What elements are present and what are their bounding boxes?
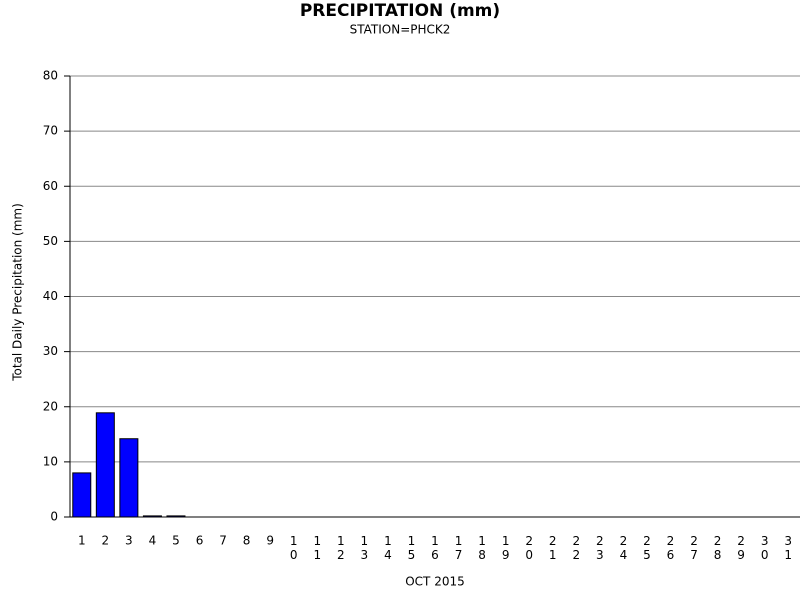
y-tick-label: 0 [50,510,58,524]
y-tick-label: 10 [43,454,58,468]
y-tick-label: 40 [43,289,58,303]
x-axis-label: OCT 2015 [405,575,465,589]
x-tick-label: 8 [243,534,251,548]
x-tick-label: 2 [102,534,110,548]
y-axis-label: Total Daily Precipitation (mm) [11,203,25,382]
bar [142,515,162,518]
x-tick-label: 9 [266,534,274,548]
x-tick-label: 3 [125,534,133,548]
bar [72,472,92,518]
y-tick-label: 50 [43,234,58,248]
y-tick-label: 30 [43,344,58,358]
chart-subtitle: STATION=PHCK2 [350,23,451,37]
y-tick-label: 60 [43,179,58,193]
bar [95,412,115,518]
x-tick-label: 5 [172,534,180,548]
bar [119,438,139,518]
x-tick-label: 4 [149,534,157,548]
bar [166,515,186,518]
y-tick-label: 70 [43,124,58,138]
x-tick-label: 7 [219,534,227,548]
y-tick-label: 80 [43,69,58,83]
x-tick-label: 6 [196,534,204,548]
y-tick-label: 20 [43,399,58,413]
chart-title: PRECIPITATION (mm) [300,1,500,21]
x-tick-label: 1 [78,534,86,548]
